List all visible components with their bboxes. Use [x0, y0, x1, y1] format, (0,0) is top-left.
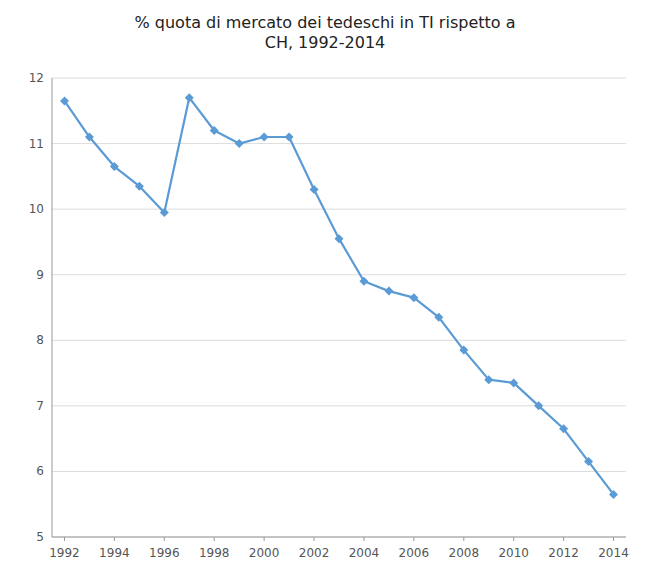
x-tick-label: 2000 [249, 546, 280, 560]
grid-line [52, 537, 626, 538]
y-axis-line [52, 78, 53, 537]
y-tick-label: 7 [36, 399, 44, 413]
marker [260, 133, 269, 142]
x-tick-label: 1992 [49, 546, 80, 560]
x-tick [363, 537, 364, 541]
title: % quota di mercato dei tedeschi in TI ri… [135, 13, 516, 52]
plot-area [60, 93, 618, 499]
grid-line [52, 143, 626, 144]
grid-line [52, 471, 626, 472]
title-line: % quota di mercato dei tedeschi in TI ri… [135, 13, 516, 32]
marker [359, 277, 368, 286]
x-tick [114, 537, 115, 541]
y-tick-label: 8 [36, 333, 44, 347]
x-tick-label: 2012 [548, 546, 579, 560]
marker [285, 133, 294, 142]
line [64, 98, 613, 495]
chart-container: % quota di mercato dei tedeschi in TI ri… [0, 0, 650, 581]
x-tick [563, 537, 564, 541]
x-tick [264, 537, 265, 541]
marker [534, 401, 543, 410]
marker [85, 133, 94, 142]
x-tick [513, 537, 514, 541]
marker [584, 457, 593, 466]
grid [52, 78, 626, 537]
marker [559, 424, 568, 433]
marker [609, 490, 618, 499]
x-tick [64, 537, 65, 541]
marker [434, 313, 443, 322]
title-line: CH, 1992-2014 [265, 33, 386, 52]
x-tick-label: 2014 [598, 546, 629, 560]
y-tick-label: 12 [29, 71, 44, 85]
marker [110, 162, 119, 171]
marker [384, 287, 393, 296]
marker [160, 208, 169, 217]
marker [135, 182, 144, 191]
x-axis-line [52, 537, 626, 538]
grid-line [52, 340, 626, 341]
x-tick [413, 537, 414, 541]
marker [185, 93, 194, 102]
marker [60, 96, 69, 105]
x-tick-label: 1996 [149, 546, 180, 560]
x-tick [314, 537, 315, 541]
y-tick-label: 11 [29, 137, 44, 151]
grid-line [52, 274, 626, 275]
x-tick-label: 2006 [399, 546, 430, 560]
y-tick-label: 5 [36, 530, 44, 544]
marker [409, 293, 418, 302]
marker [484, 375, 493, 384]
marker [509, 378, 518, 387]
y-tick-label: 9 [36, 268, 44, 282]
marker [210, 126, 219, 135]
x-tick [164, 537, 165, 541]
x-tick-label: 1994 [99, 546, 130, 560]
x-tick [613, 537, 614, 541]
y-tick-label: 6 [36, 464, 44, 478]
y-tick-label: 10 [29, 202, 44, 216]
grid-line [52, 78, 626, 79]
marker [235, 139, 244, 148]
x-tick [463, 537, 464, 541]
marker [335, 234, 344, 243]
chart-svg: % quota di mercato dei tedeschi in TI ri… [0, 0, 650, 581]
x-tick-label: 2008 [449, 546, 480, 560]
marker [459, 346, 468, 355]
x-tick-label: 2010 [498, 546, 529, 560]
x-tick-label: 2002 [299, 546, 330, 560]
x-tick-label: 2004 [349, 546, 380, 560]
x-tick-label: 1998 [199, 546, 230, 560]
marker [310, 185, 319, 194]
grid-line [52, 209, 626, 210]
x-tick [214, 537, 215, 541]
